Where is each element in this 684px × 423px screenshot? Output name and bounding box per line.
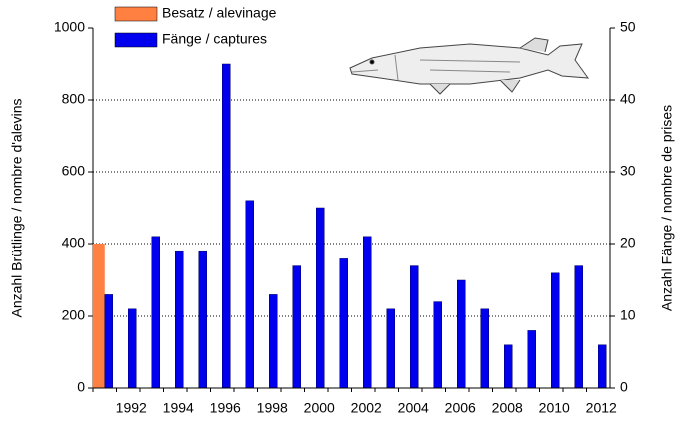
- y-axis-title: Anzahl Brütlinge / nombre d'alevins: [9, 98, 25, 317]
- bar: [410, 265, 419, 389]
- legend-swatch: [114, 6, 158, 22]
- bar: [104, 294, 113, 389]
- bar: [386, 308, 395, 389]
- x-tick-label: 2002: [351, 400, 382, 416]
- y2-tick-label: 30: [620, 163, 636, 179]
- x-tick-label: 2006: [445, 400, 476, 416]
- legend-swatch: [114, 32, 158, 48]
- y2-axis-title: Anzahl Fänge / nombre de prises: [659, 105, 675, 311]
- y2-tick-label: 50: [620, 19, 636, 35]
- legend-label: Fänge / captures: [162, 31, 267, 47]
- bar: [316, 207, 325, 389]
- bar: [292, 265, 301, 389]
- bar: [269, 294, 278, 389]
- y-tick-label: 800: [62, 91, 86, 107]
- y2-tick-label: 10: [620, 307, 636, 323]
- x-tick-label: 1994: [163, 400, 194, 416]
- bar: [363, 236, 372, 389]
- x-tick-label: 2008: [492, 400, 523, 416]
- x-tick-label: 1992: [116, 400, 147, 416]
- bar: [128, 308, 137, 389]
- y-tick-label: 0: [77, 379, 85, 395]
- bar: [92, 244, 105, 388]
- x-tick-label: 1996: [210, 400, 241, 416]
- bar: [551, 272, 560, 389]
- x-tick-label: 2004: [398, 400, 429, 416]
- y-tick-label: 400: [62, 235, 86, 251]
- bar: [151, 236, 160, 389]
- bar: [222, 63, 231, 389]
- bar: [433, 301, 442, 389]
- bar: [339, 258, 348, 389]
- x-tick-label: 1998: [257, 400, 288, 416]
- bar: [574, 265, 583, 389]
- x-tick-label: 2010: [539, 400, 570, 416]
- y2-tick-label: 0: [620, 379, 628, 395]
- pike-illustration: [349, 37, 590, 95]
- y-tick-label: 600: [62, 163, 86, 179]
- bar: [527, 330, 536, 389]
- legend-label: Besatz / alevinage: [162, 5, 277, 21]
- x-tick-label: 2000: [304, 400, 335, 416]
- y-tick-label: 200: [62, 307, 86, 323]
- bar: [457, 279, 466, 389]
- y2-tick-label: 20: [620, 235, 636, 251]
- bar: [480, 308, 489, 389]
- bar: [598, 344, 607, 389]
- y-tick-label: 1000: [54, 19, 85, 35]
- bar: [175, 250, 184, 389]
- bar: [504, 344, 513, 389]
- bar: [198, 250, 207, 389]
- x-tick-label: 2012: [586, 400, 617, 416]
- y2-tick-label: 40: [620, 91, 636, 107]
- bar: [245, 200, 254, 389]
